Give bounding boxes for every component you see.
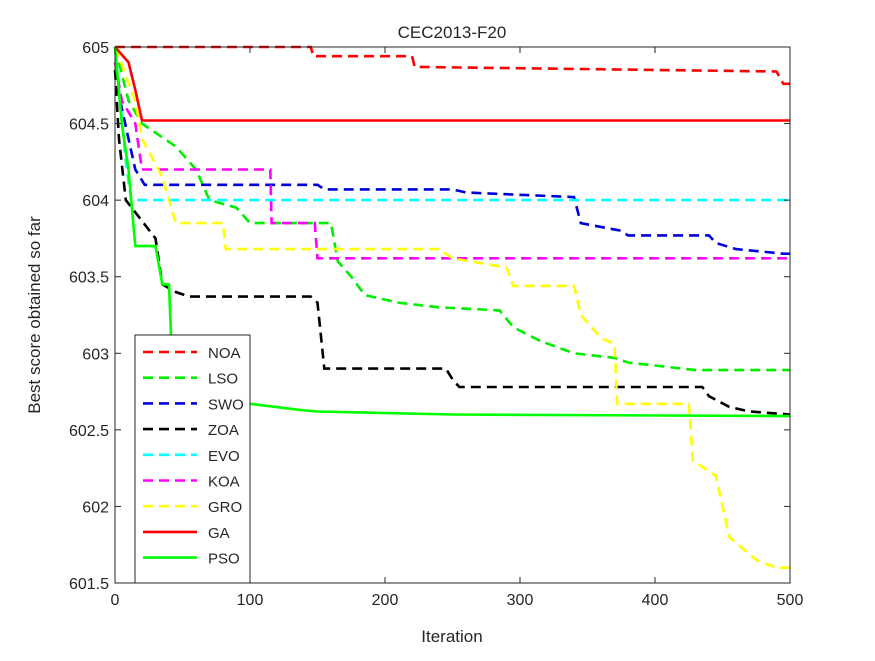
x-tick-label: 0: [111, 592, 120, 609]
legend-label: SWO: [208, 396, 244, 413]
y-axis-label: Best score obtained so far: [25, 216, 44, 414]
x-tick-label: 500: [777, 592, 804, 609]
legend-label: PSO: [208, 551, 240, 568]
series-line-lso: [113, 46, 790, 372]
series-line-evo: [113, 46, 790, 202]
y-tick-label: 603.5: [69, 270, 109, 287]
x-tick-label: 400: [642, 592, 669, 609]
series-line-noa: [115, 45, 790, 86]
chart-title: CEC2013-F20: [398, 23, 507, 42]
legend-label: KOA: [208, 474, 240, 491]
y-tick-label: 601.5: [69, 576, 109, 593]
plot-area-border: [114, 46, 791, 584]
legend-label: ZOA: [208, 422, 239, 439]
legend: NOA LSO SWO ZOA EVO KOA GRO GA PSO: [134, 334, 251, 584]
x-tick-label: 100: [237, 592, 264, 609]
x-axis-label: Iteration: [421, 627, 482, 646]
series-line-swo: [113, 69, 790, 255]
legend-label: NOA: [208, 345, 241, 362]
series-line-koa: [113, 62, 790, 260]
legend-label: LSO: [208, 371, 238, 388]
y-tick-label: 605: [82, 40, 109, 57]
series-line-zoa: [113, 69, 791, 416]
y-tick-label: 604.5: [69, 117, 109, 134]
y-tick-label: 602: [82, 499, 109, 516]
y-tick-label: 604: [82, 193, 109, 210]
legend-box: [134, 334, 251, 584]
legend-label: GRO: [208, 499, 242, 516]
legend-label: GA: [208, 525, 230, 542]
series-line-gro: [113, 46, 790, 569]
y-tick-label: 603: [82, 346, 109, 363]
axis-ticks: 0 100 200 300 400 500 601.5 602 602.5 603 603.5 604…: [69, 40, 803, 609]
series-layer: [113, 45, 791, 569]
x-tick-label: 200: [372, 592, 399, 609]
y-tick-label: 602.5: [69, 423, 109, 440]
x-tick-label: 300: [507, 592, 534, 609]
series-line-ga: [114, 46, 790, 122]
legend-label: EVO: [208, 448, 240, 465]
